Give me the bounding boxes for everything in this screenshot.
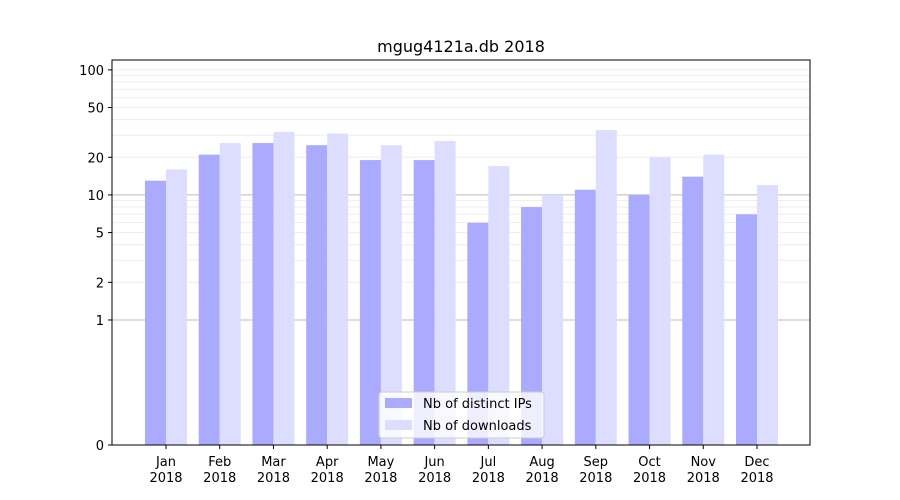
bar-downloads-dec [757,185,778,445]
y-tick-label: 10 [87,189,104,204]
x-tick-label: Nov 2018 [687,455,720,486]
x-tick-label: Sep 2018 [579,455,612,486]
y-tick-label: 1 [96,314,104,329]
y-tick-label: 100 [79,64,104,79]
x-axis-ticks: Jan 2018 Feb 2018 Mar 2018 Apr 2018 May 2018 Jun 20… [149,445,774,486]
legend: Nb of distinct IPs Nb of downloads [378,391,545,439]
bar-distinct-ips-aug [521,207,543,445]
y-tick-label: 0 [96,439,104,454]
plot-frame [111,59,811,446]
bar-downloads-jan [166,169,187,445]
bar-downloads-oct [649,157,671,445]
bar-distinct-ips-may [359,160,381,445]
legend-swatch [385,420,412,430]
x-tick-label: Feb 2018 [203,455,236,486]
legend-box [378,391,545,439]
legend-label: Nb of distinct IPs [423,397,532,412]
bar-distinct-ips-dec [736,214,757,445]
x-tick-label: Apr 2018 [311,455,344,486]
x-tick-label: May 2018 [364,455,397,486]
y-tick-label: 50 [87,102,104,117]
bar-distinct-ips-sep [574,189,596,445]
x-tick-label: Jul 2018 [472,455,505,486]
x-tick-label: Mar 2018 [257,455,290,486]
bars [145,130,778,446]
bar-distinct-ips-feb [198,154,220,446]
bar-distinct-ips-mar [252,143,274,445]
bar-distinct-ips-jun [413,160,435,445]
bar-distinct-ips-jul [467,222,489,445]
bar-downloads-feb [219,143,241,445]
bar-distinct-ips-apr [306,145,328,445]
x-tick-label: Dec 2018 [740,455,773,486]
y-tick-label: 20 [87,151,104,166]
bar-downloads-may [380,145,402,445]
x-tick-label: Jun 2018 [418,455,451,486]
legend-swatch [385,398,412,408]
x-tick-label: Oct 2018 [633,455,666,486]
bar-distinct-ips-jan [145,180,166,445]
chart-title: mgug4121a.db 2018 [377,37,545,56]
bar-distinct-ips-oct [628,194,650,445]
legend-label: Nb of downloads [423,419,532,434]
bar-distinct-ips-nov [682,176,704,445]
x-tick-label: Aug 2018 [526,455,559,486]
bar-downloads-nov [703,154,725,446]
y-tick-label: 5 [96,227,104,242]
bar-downloads-apr [327,133,349,445]
bar-downloads-sep [595,130,617,445]
bar-downloads-mar [273,131,295,445]
y-axis-ticks: 0 1 2 5 10 20 50 100 [79,64,112,454]
x-tick-label: Jan 2018 [149,455,182,486]
bar-downloads-jun [434,140,456,445]
bar-downloads-aug [542,194,564,445]
y-tick-label: 2 [96,276,104,291]
bar-downloads-jul [488,166,510,445]
